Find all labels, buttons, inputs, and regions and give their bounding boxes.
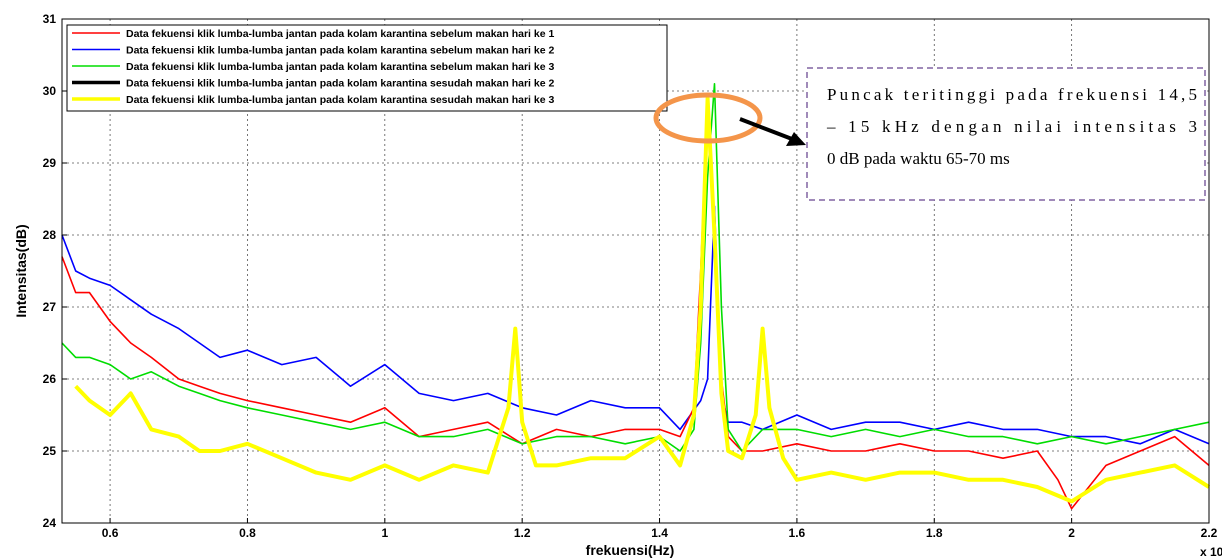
- x-tick-label: 2: [1068, 526, 1075, 540]
- x-tick-label: 1: [381, 526, 388, 540]
- series-line-2: [61, 205, 1210, 445]
- annotation-box: [806, 67, 1206, 201]
- legend-label: Data fekuensi klik lumba-lumba jantan pa…: [126, 78, 554, 90]
- legend-label: Data fekuensi klik lumba-lumba jantan pa…: [126, 45, 554, 57]
- y-tick-label: 26: [43, 372, 57, 386]
- x-multiplier-label: x 10⁴: [1200, 545, 1222, 559]
- x-tick-label: 1.4: [651, 526, 668, 540]
- x-tick-label: 0.6: [102, 526, 119, 540]
- x-tick-label: 2.2: [1201, 526, 1218, 540]
- series-line-1: [61, 97, 1210, 510]
- series-line-3: [61, 83, 1210, 452]
- series-line-5: [74, 96, 1211, 504]
- annotation-line-3: 0 dB pada waktu 65-70 ms: [827, 149, 1010, 168]
- plot-frame: [61, 18, 1210, 524]
- legend-label: Data fekuensi klik lumba-lumba jantan pa…: [126, 28, 554, 40]
- y-axis-label: Intensitas(dB): [13, 224, 29, 317]
- legend-label: Data fekuensi klik lumba-lumba jantan pa…: [126, 94, 554, 106]
- x-tick-label: 1.6: [789, 526, 806, 540]
- x-tick-label: 1.2: [514, 526, 531, 540]
- y-tick-label: 27: [43, 300, 57, 314]
- legend-label: Data fekuensi klik lumba-lumba jantan pa…: [126, 61, 554, 73]
- x-tick-label: 1.8: [926, 526, 943, 540]
- series-layer: [61, 83, 1211, 510]
- x-tick-label: 0.8: [239, 526, 256, 540]
- ticks: 0.6 0.8 1 1.2 1.4 1.6 1.8 2 2.2 24 25 26 27 28 29 30 31: [43, 12, 1218, 540]
- y-tick-label: 24: [43, 516, 57, 530]
- y-tick-label: 25: [43, 444, 57, 458]
- y-tick-label: 30: [43, 84, 57, 98]
- x-axis-label: frekuensi(Hz): [586, 542, 675, 558]
- y-tick-label: 29: [43, 156, 57, 170]
- annotation-arrow: [739, 117, 806, 146]
- y-tick-label: 31: [43, 12, 57, 26]
- y-tick-label: 28: [43, 228, 57, 242]
- legend-box: [66, 24, 668, 112]
- legend: Data fekuensi klik lumba-lumba jantan pa…: [66, 24, 668, 112]
- peak-highlight-ellipse: [653, 92, 763, 144]
